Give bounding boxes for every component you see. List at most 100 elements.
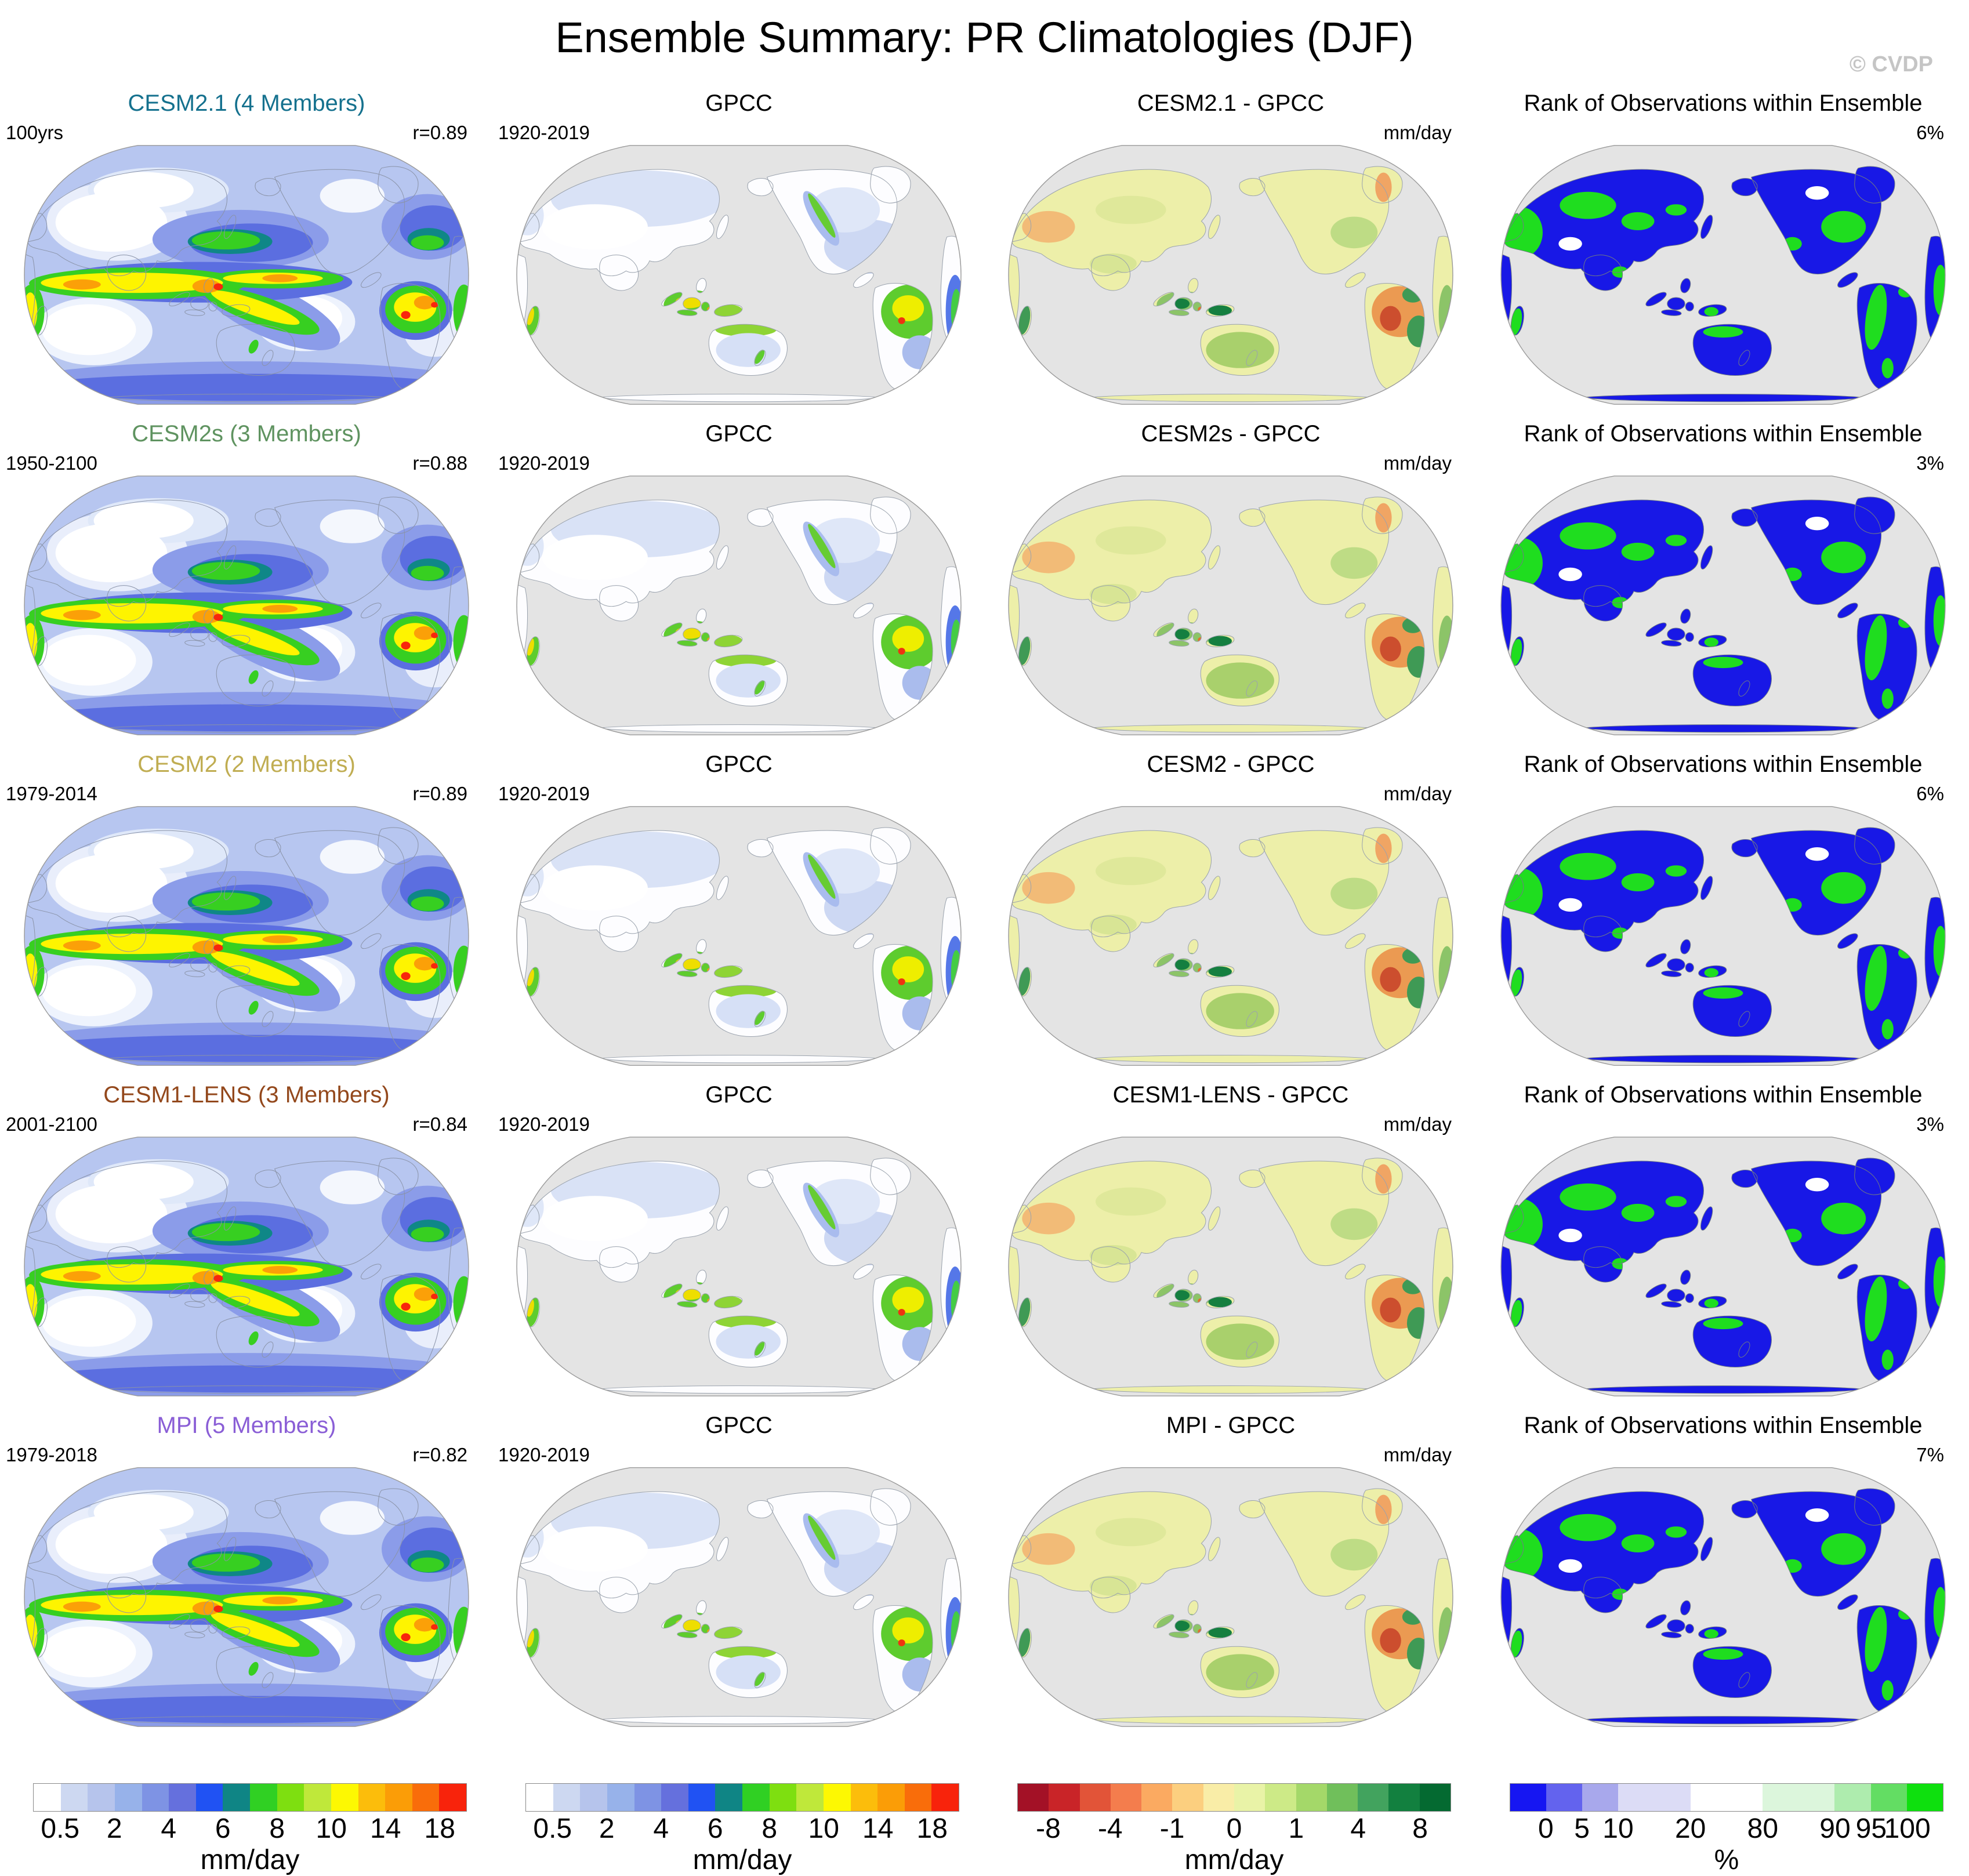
rank-scale-segment <box>1618 1784 1691 1811</box>
precip-scale-obs-tick: 6 <box>707 1813 723 1844</box>
precip-scale-obs-unit-label: mm/day <box>692 1845 792 1875</box>
precip-scale-obs-segment <box>580 1784 607 1811</box>
precip-scale-obs-tick: 0.5 <box>533 1813 572 1844</box>
diff-scale-tick: -8 <box>1036 1813 1061 1844</box>
panel-right-label-rank: 7% <box>1916 1444 1944 1465</box>
precip-scale-model-segment <box>358 1784 386 1811</box>
panel-right-label-diff: mm/day <box>1383 783 1452 804</box>
precip-scale-model-segment <box>412 1784 440 1811</box>
panel-rank-row1: Rank of Observations within Ensemble 6% <box>1477 87 1968 418</box>
map-diff-row2 <box>1007 473 1454 738</box>
precip-scale-obs-segment <box>877 1784 905 1811</box>
panel-right-label-model: r=0.89 <box>412 122 468 143</box>
panel-title-obs: GPCC <box>705 1082 773 1108</box>
rank-map <box>1500 806 1946 1066</box>
panel-title-rank: Rank of Observations within Ensemble <box>1524 421 1923 447</box>
precip-scale-obs: 0.5 2 4 6 8 10 14 18 mm/day <box>525 1783 959 1876</box>
precip-scale-obs-segment <box>796 1784 824 1811</box>
rank-scale-bar <box>1510 1783 1943 1812</box>
map-model-row2 <box>23 473 470 738</box>
precip-scale-obs-segment <box>931 1784 959 1811</box>
panel-left-label-obs: 1920-2019 <box>498 783 590 804</box>
panel-model-row1: CESM2.1 (4 Members) 100yrs r=0.89 <box>0 87 492 418</box>
precip-scale-model-tick: 18 <box>424 1813 455 1844</box>
precip-scale-obs-segment <box>823 1784 851 1811</box>
precip-scale-model-segment <box>142 1784 169 1811</box>
map-model-row4 <box>23 1134 470 1399</box>
precip-scale-model-tick: 14 <box>370 1813 401 1844</box>
diff-map <box>1008 1137 1453 1396</box>
panel-right-label-rank: 6% <box>1916 122 1944 143</box>
panel-left-label-obs: 1920-2019 <box>498 122 590 143</box>
panel-title-model: CESM2 (2 Members) <box>137 752 356 777</box>
panel-left-label-obs: 1920-2019 <box>498 1444 590 1465</box>
rank-scale-segment <box>1870 1784 1907 1811</box>
diff-scale-segment <box>1172 1784 1203 1811</box>
panel-left-label-model: 1979-2014 <box>6 783 97 804</box>
precip-scale-model: 0.5 2 4 6 8 10 14 18 mm/day <box>33 1783 467 1876</box>
model-map <box>24 1467 469 1727</box>
panel-left-label-model: 2001-2100 <box>6 1113 97 1135</box>
precip-scale-obs-tick: 4 <box>653 1813 669 1844</box>
panel-right-label-diff: mm/day <box>1383 1113 1452 1135</box>
map-obs-row4 <box>516 1134 962 1399</box>
panel-right-label-rank: 6% <box>1916 783 1944 804</box>
diff-scale-segment <box>1018 1784 1049 1811</box>
rank-scale-segment <box>1582 1784 1619 1811</box>
diff-scale-segment <box>1079 1784 1111 1811</box>
cvdp-watermark: © CVDP <box>1849 52 1933 77</box>
rank-scale-segment <box>1763 1784 1835 1811</box>
precip-scale-obs-tick: 8 <box>762 1813 778 1844</box>
obs-map <box>516 145 962 405</box>
precip-scale-model-segment <box>385 1784 412 1811</box>
diff-scale-segment <box>1296 1784 1327 1811</box>
panel-left-label-model: 100yrs <box>6 122 64 143</box>
precip-scale-model-tick: 0.5 <box>41 1813 80 1844</box>
panel-title-obs: GPCC <box>705 1413 773 1438</box>
diff-map <box>1008 476 1453 735</box>
panel-obs-row1: GPCC 1920-2019 <box>492 87 984 418</box>
diff-scale-bar <box>1017 1783 1451 1812</box>
panel-title-model: MPI (5 Members) <box>157 1413 336 1438</box>
precip-scale-obs-segment <box>769 1784 797 1811</box>
panel-obs-row5: GPCC 1920-2019 <box>492 1409 984 1740</box>
map-model-row1 <box>23 142 470 408</box>
map-diff-row4 <box>1007 1134 1454 1399</box>
diff-scale-segment <box>1049 1784 1080 1811</box>
precip-scale-model-segment <box>223 1784 250 1811</box>
panel-right-label-model: r=0.88 <box>412 452 468 474</box>
rank-map <box>1500 145 1946 405</box>
model-map <box>24 1137 469 1396</box>
precip-scale-model-segment <box>195 1784 223 1811</box>
precip-scale-obs-segment <box>661 1784 688 1811</box>
diff-scale-segment <box>1265 1784 1296 1811</box>
rank-scale-segment <box>1906 1784 1943 1811</box>
precip-scale-obs-tick: 14 <box>862 1813 894 1844</box>
map-rank-row1 <box>1500 142 1946 408</box>
rank-scale-segment <box>1690 1784 1763 1811</box>
precip-scale-obs-tick: 2 <box>599 1813 615 1844</box>
diff-scale-segment <box>1141 1784 1173 1811</box>
map-rank-row4 <box>1500 1134 1946 1399</box>
rank-scale-tick: 5 <box>1574 1813 1590 1844</box>
rank-scale: 0 5 10 20 80 90 95 100% <box>1510 1783 1943 1876</box>
rank-scale-tick: 100 <box>1884 1813 1931 1844</box>
panel-right-label-rank: 3% <box>1916 1113 1944 1135</box>
diff-scale-tick: -4 <box>1097 1813 1123 1844</box>
panel-model-row3: CESM2 (2 Members) 1979-2014 r=0.89 <box>0 748 492 1079</box>
panel-diff-row3: CESM2 - GPCC mm/day <box>984 748 1476 1079</box>
panel-model-row4: CESM1-LENS (3 Members) 2001-2100 r=0.84 <box>0 1079 492 1409</box>
panel-title-model: CESM2.1 (4 Members) <box>128 90 365 116</box>
diff-scale-segment <box>1419 1784 1451 1811</box>
precip-scale-obs-ticks: 0.5 2 4 6 8 10 14 18 <box>525 1813 959 1844</box>
diff-scale-tick: 8 <box>1412 1813 1428 1844</box>
panel-right-label-model: r=0.89 <box>412 783 468 804</box>
panel-diff-row2: CESM2s - GPCC mm/day <box>984 418 1476 748</box>
diff-scale-ticks: -8 -4 -1 0 1 4 8 <box>1017 1813 1451 1844</box>
map-model-row5 <box>23 1464 470 1730</box>
panel-diff-row4: CESM1-LENS - GPCC mm/day <box>984 1079 1476 1409</box>
diff-scale-segment <box>1388 1784 1420 1811</box>
rank-scale-tick: 95 <box>1855 1813 1887 1844</box>
obs-map <box>516 1467 962 1727</box>
obs-map <box>516 1137 962 1396</box>
